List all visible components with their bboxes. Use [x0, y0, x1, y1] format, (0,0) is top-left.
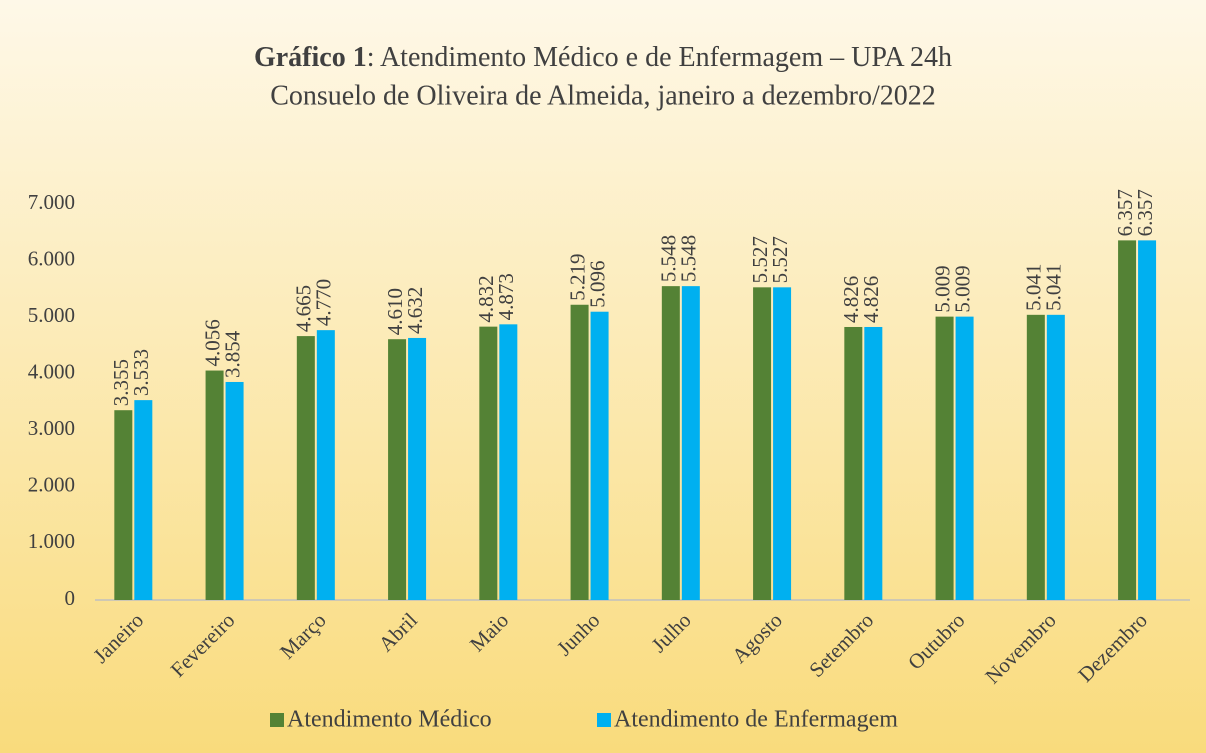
- chart-title: Gráfico 1: Atendimento Médico e de Enfer…: [254, 42, 952, 73]
- y-tick-label: 1.000: [28, 529, 75, 553]
- y-tick-label: 2.000: [28, 473, 75, 497]
- bar: [408, 337, 427, 600]
- value-label: 5.009: [930, 265, 954, 312]
- value-label: 5.041: [1022, 264, 1046, 311]
- bar: [316, 330, 335, 600]
- value-label: 3.355: [109, 359, 133, 406]
- y-tick-label: 7.000: [28, 190, 75, 214]
- value-label: 4.632: [403, 287, 427, 334]
- value-label: 5.009: [950, 265, 974, 312]
- value-label: 3.854: [220, 330, 244, 378]
- value-label: 5.548: [677, 235, 701, 282]
- title-rest: : Atendimento Médico e de Enfermagem – U…: [367, 42, 952, 73]
- value-label: 3.533: [129, 349, 153, 396]
- bar: [661, 286, 680, 600]
- bar: [1046, 314, 1065, 600]
- legend-label: Atendimento de Enfermagem: [614, 707, 898, 733]
- value-label: 4.873: [494, 273, 518, 320]
- bar: [590, 311, 609, 600]
- y-tick-label: 0: [65, 586, 76, 610]
- bar: [681, 286, 700, 600]
- legend-swatch: [597, 713, 611, 727]
- value-label: 4.826: [859, 276, 883, 323]
- value-label: 4.832: [474, 275, 498, 322]
- bar: [955, 316, 974, 600]
- title-bold: Gráfico 1: [254, 42, 367, 73]
- bar: [773, 287, 792, 600]
- bar: [1118, 240, 1137, 600]
- bar: [479, 326, 498, 600]
- bar: [935, 316, 954, 600]
- value-label: 5.527: [748, 236, 772, 283]
- legend-swatch: [270, 713, 284, 727]
- value-label: 5.548: [657, 235, 681, 282]
- y-tick-label: 4.000: [28, 360, 75, 384]
- value-label: 4.610: [383, 288, 407, 335]
- bar: [864, 326, 883, 600]
- bar: [205, 370, 224, 600]
- bar: [1026, 314, 1045, 600]
- bar: [499, 324, 518, 600]
- bar: [134, 400, 153, 600]
- bar: [388, 339, 407, 600]
- chart-subtitle: Consuelo de Oliveira de Almeida, janeiro…: [270, 80, 936, 111]
- y-tick-label: 6.000: [28, 246, 75, 270]
- bar: [1138, 240, 1157, 600]
- value-label: 5.219: [565, 254, 589, 301]
- value-label: 4.826: [839, 276, 863, 323]
- bar: [296, 336, 315, 600]
- bar: [753, 287, 772, 600]
- bar: [114, 410, 133, 600]
- value-label: 5.041: [1042, 264, 1066, 311]
- value-label: 4.770: [312, 279, 336, 326]
- value-label: 4.056: [200, 319, 224, 366]
- value-label: 5.096: [585, 260, 609, 307]
- value-label: 4.665: [292, 285, 316, 332]
- y-tick-label: 5.000: [28, 303, 75, 327]
- value-label: 6.357: [1113, 189, 1137, 236]
- bar: [844, 326, 863, 600]
- value-label: 5.527: [768, 236, 792, 283]
- legend-label: Atendimento Médico: [287, 707, 492, 733]
- bar: [225, 381, 244, 600]
- bar: [570, 304, 589, 600]
- value-label: 6.357: [1133, 189, 1157, 236]
- y-tick-label: 3.000: [28, 416, 75, 440]
